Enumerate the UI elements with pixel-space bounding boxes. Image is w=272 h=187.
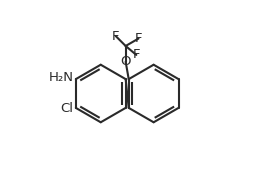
Text: Cl: Cl [60, 102, 73, 115]
Text: F: F [112, 30, 120, 43]
Text: F: F [132, 48, 140, 61]
Text: F: F [135, 32, 142, 45]
Text: H₂N: H₂N [49, 71, 74, 84]
Text: O: O [120, 55, 131, 68]
